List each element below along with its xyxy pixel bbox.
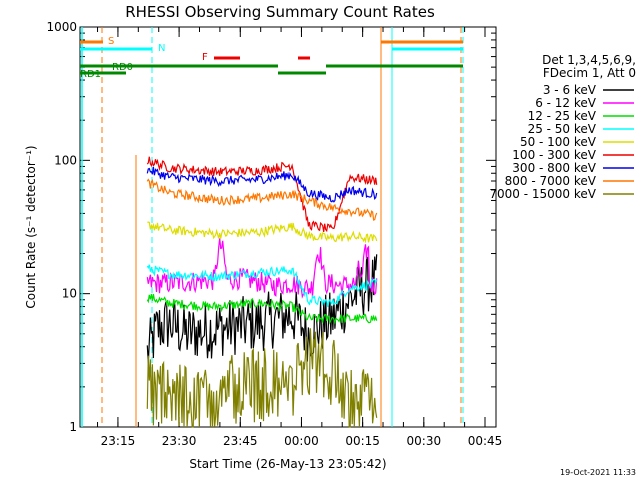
x-axis: 23:15 23:30 23:45 00:00 00:15 00:30 00:45 [97, 27, 503, 448]
x-axis-label: Start Time (26-May-13 23:05:42) [189, 457, 386, 471]
flag-label: RD1 [80, 69, 101, 80]
legend-entry-label: 3 - 6 keV [543, 83, 597, 97]
chart-title: RHESSI Observing Summary Count Rates [125, 3, 435, 21]
flag-label: N [158, 43, 165, 54]
legend-entry-label: 12 - 25 keV [528, 109, 597, 123]
flag-label: F [202, 52, 208, 63]
x-tick-label: 00:45 [468, 434, 503, 448]
plot-frame [79, 26, 497, 428]
legend-entry-label: 25 - 50 keV [528, 122, 597, 136]
legend: Det 1,3,4,5,6,9,FDecim 1, Att 0 3 - 6 keV… [489, 53, 636, 201]
series-line [147, 221, 378, 244]
y-axis: 1 10 100 1000 [46, 20, 496, 434]
x-tick-label: 00:00 [284, 434, 319, 448]
legend-entry-label: 100 - 300 keV [512, 148, 596, 162]
y-tick-label: 10 [62, 287, 77, 301]
legend-entry-label: 300 - 800 keV [512, 161, 596, 175]
x-tick-label: 00:15 [345, 434, 380, 448]
y-tick-label: 1000 [46, 20, 77, 34]
flag-label: S [108, 36, 114, 47]
x-tick-label: 23:30 [162, 434, 197, 448]
series-line [146, 293, 378, 325]
flag-label: RD0 [112, 62, 133, 73]
y-axis-label: Count Rate (s⁻¹ detector⁻¹) [24, 145, 38, 308]
footer-timestamp: 19-Oct-2021 11:33 [560, 468, 636, 477]
legend-entry-label: 6 - 12 keV [535, 96, 597, 110]
series-line [146, 264, 378, 308]
legend-header: Det 1,3,4,5,6,9, [542, 53, 636, 67]
series-line [146, 238, 378, 299]
series-line [146, 254, 378, 364]
series-line [146, 178, 378, 221]
legend-header: FDecim 1, Att 0 [543, 66, 636, 80]
y-tick-label: 1 [69, 420, 77, 434]
x-tick-label: 00:30 [407, 434, 442, 448]
legend-entry-label: 800 - 7000 keV [505, 174, 597, 188]
series-line [146, 328, 378, 428]
y-tick-label: 100 [54, 153, 77, 167]
series-line [146, 156, 378, 233]
x-tick-label: 23:15 [101, 434, 136, 448]
legend-entry-label: 7000 - 15000 keV [489, 187, 596, 201]
legend-entry-label: 50 - 100 keV [520, 135, 597, 149]
x-tick-label: 23:45 [223, 434, 258, 448]
series-line [146, 167, 378, 203]
series-layer [146, 156, 378, 428]
